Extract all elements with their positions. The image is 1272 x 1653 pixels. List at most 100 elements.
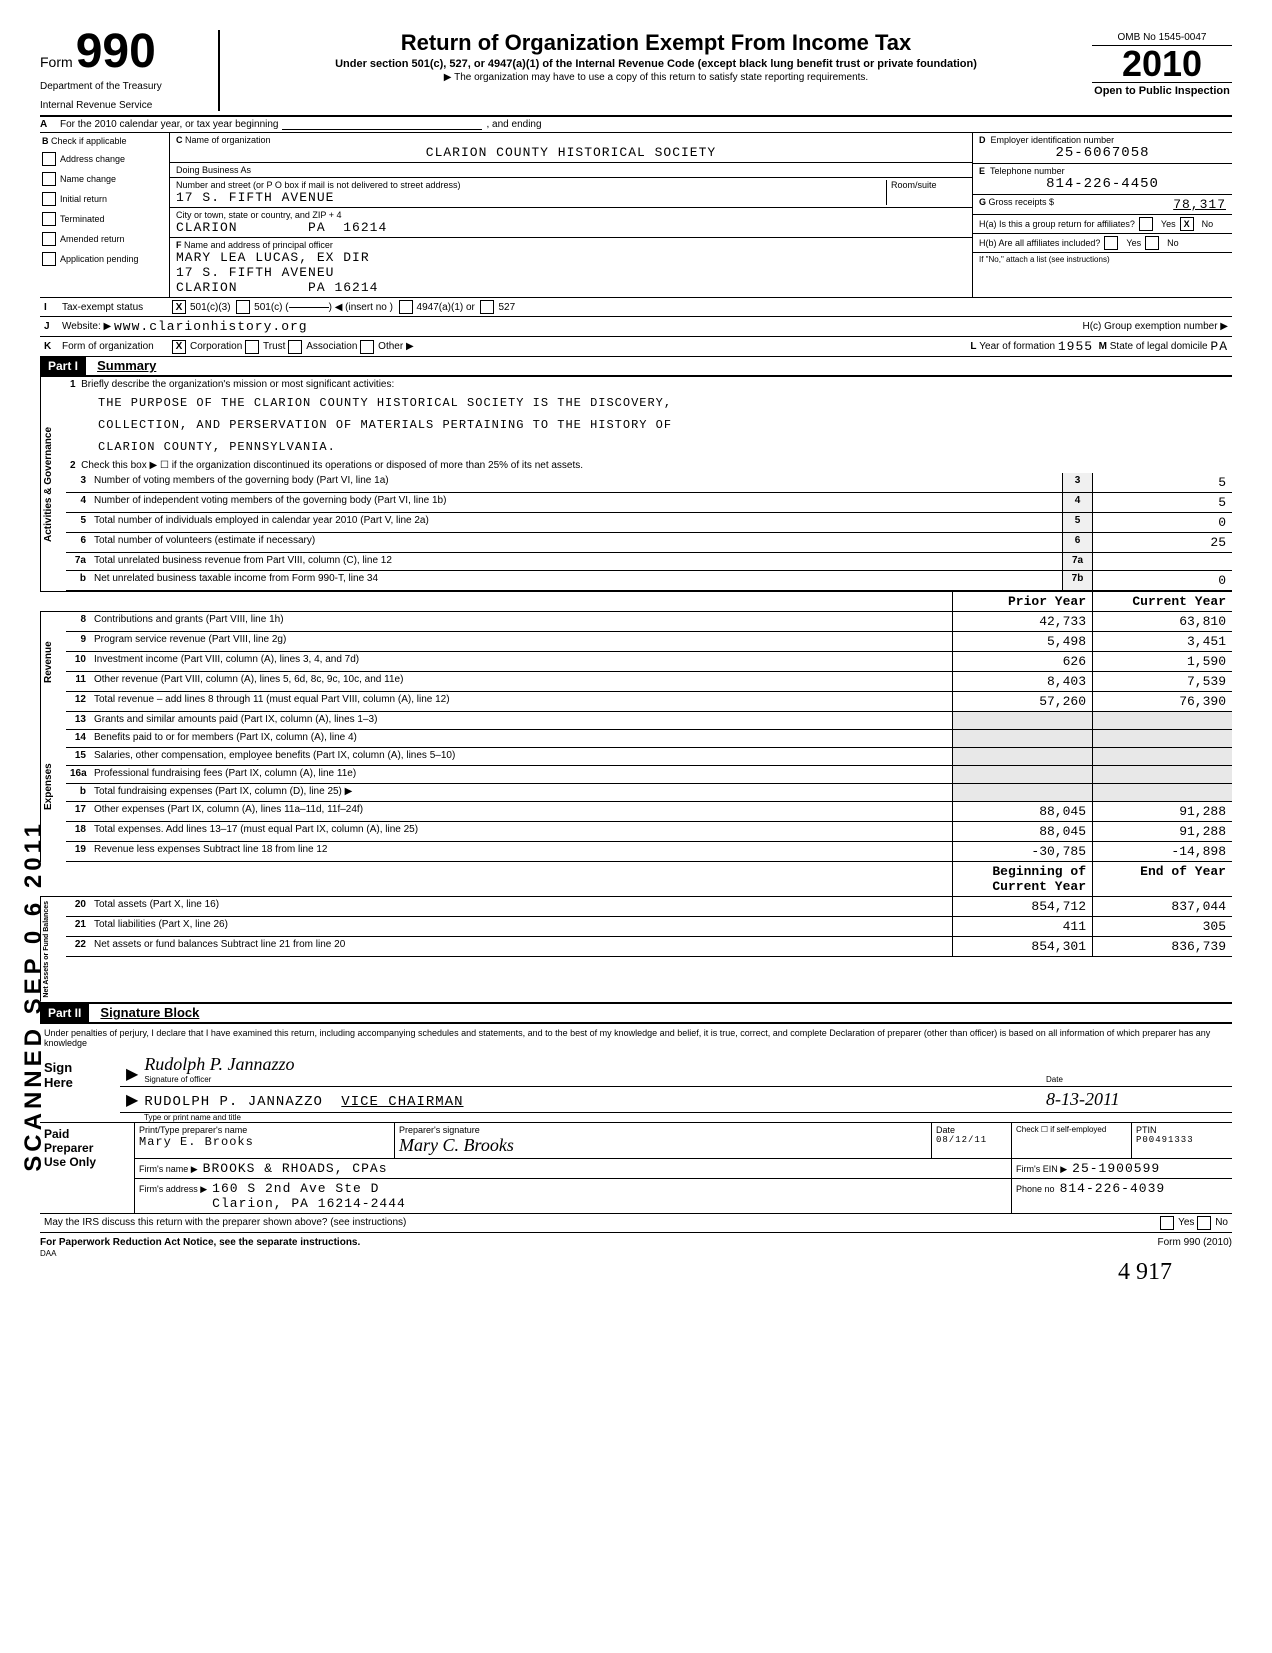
officer-signature: Rudolph P. Jannazzo: [144, 1054, 1046, 1075]
arrow-icon: ▶: [126, 1064, 138, 1084]
here-label: Here: [44, 1075, 116, 1090]
chk-ha-yes[interactable]: [1139, 217, 1153, 231]
label-j: J: [44, 321, 62, 332]
gross-value: 78,317: [1173, 197, 1226, 212]
zip: 16214: [343, 220, 387, 235]
phone-label: Telephone number: [990, 166, 1065, 176]
chk-hb-no[interactable]: [1145, 236, 1159, 250]
room-label: Room/suite: [891, 180, 966, 190]
state-domicile: PA: [1210, 339, 1228, 354]
net-line: 21Total liabilities (Part X, line 26)411…: [66, 917, 1232, 937]
revenue-line: 8Contributions and grants (Part VIII, li…: [66, 612, 1232, 632]
summary-line: bNet unrelated business taxable income f…: [66, 571, 1232, 591]
lbl-insert: ) ◀ (insert no ): [329, 302, 393, 313]
title-box: Return of Organization Exempt From Incom…: [220, 30, 1092, 83]
501c-insert[interactable]: [289, 307, 329, 308]
form-word: Form: [40, 54, 73, 70]
label-c: C: [176, 135, 183, 145]
lbl-501c3: 501(c)(3): [190, 302, 231, 313]
chk-terminated[interactable]: [42, 212, 56, 226]
ha-no: No: [1202, 219, 1214, 229]
chk-pending[interactable]: [42, 252, 56, 266]
net-line: 22Net assets or fund balances Subtract l…: [66, 937, 1232, 957]
summary-net: Net Assets or Fund Balances 20Total asse…: [40, 897, 1232, 1004]
chk-501c[interactable]: [236, 300, 250, 314]
hb-yes: Yes: [1126, 238, 1141, 248]
firm-label: Firm's name ▶: [139, 1164, 198, 1174]
officer-name: MARY LEA LUCAS, EX DIR: [176, 250, 966, 265]
form-number: 990: [76, 30, 156, 73]
city-label: City or town, state or country, and ZIP …: [176, 210, 966, 220]
label-b: B: [42, 136, 49, 146]
chk-corp[interactable]: X: [172, 340, 186, 354]
row-i: I Tax-exempt status X501(c)(3) 501(c) ( …: [40, 298, 1232, 317]
open-inspection: Open to Public Inspection: [1092, 82, 1232, 99]
mission-2: COLLECTION, AND PERSERVATION OF MATERIAL…: [66, 414, 1232, 436]
firm-phone: 814-226-4039: [1060, 1181, 1166, 1196]
ein-label: Employer identification number: [991, 135, 1115, 145]
label-l: L: [970, 341, 976, 352]
current-year-label: Current Year: [1092, 592, 1232, 611]
chk-name-change[interactable]: [42, 172, 56, 186]
part2-title: Signature Block: [100, 1005, 199, 1020]
officer-label: Name and address of principal officer: [184, 240, 333, 250]
hc-label: H(c) Group exemption number ▶: [1082, 321, 1228, 332]
lbl-other: Other ▶: [378, 341, 413, 352]
header-note: ▶ The organization may have to use a cop…: [230, 72, 1082, 83]
chk-initial-return[interactable]: [42, 192, 56, 206]
tax-year: 2010: [1092, 46, 1232, 82]
preparer-label: Preparer: [44, 1141, 130, 1155]
row-a-text2: , and ending: [486, 119, 541, 130]
main-title: Return of Organization Exempt From Incom…: [230, 30, 1082, 56]
begin-date-field[interactable]: [282, 119, 482, 130]
lbl-527: 527: [498, 302, 515, 313]
chk-trust[interactable]: [245, 340, 259, 354]
form-header: Form 990 Department of the Treasury Inte…: [40, 30, 1232, 117]
sig-officer-label: Signature of officer: [144, 1075, 1046, 1084]
chk-other[interactable]: [360, 340, 374, 354]
right-box: OMB No 1545-0047 2010 Open to Public Ins…: [1092, 30, 1232, 99]
gross-label: Gross receipts $: [989, 197, 1055, 207]
form-id-box: Form 990 Department of the Treasury Inte…: [40, 30, 220, 111]
expense-line: 16aProfessional fundraising fees (Part I…: [66, 766, 1232, 784]
chk-address-change[interactable]: [42, 152, 56, 166]
vtab-governance: Activities & Governance: [40, 377, 66, 591]
city: CLARION: [176, 220, 238, 235]
lbl-corp: Corporation: [190, 341, 242, 352]
h-note: If "No," attach a list (see instructions…: [973, 253, 1232, 266]
website-value: www.clarionhistory.org: [114, 319, 308, 334]
chk-ha-no[interactable]: X: [1180, 217, 1194, 231]
summary-governance: Activities & Governance 1 Briefly descri…: [40, 377, 1232, 591]
dept-irs: Internal Revenue Service: [40, 100, 210, 111]
firm-ein: 25-1900599: [1072, 1161, 1160, 1176]
declaration: Under penalties of perjury, I declare th…: [40, 1024, 1232, 1052]
label-e: E: [979, 166, 985, 176]
chk-amended[interactable]: [42, 232, 56, 246]
daa: DAA: [40, 1249, 56, 1258]
chk-527[interactable]: [480, 300, 494, 314]
sign-label: Sign: [44, 1060, 116, 1075]
begin-year-label: Beginning of Current Year: [952, 862, 1092, 896]
chk-501c3[interactable]: X: [172, 300, 186, 314]
label-i: I: [44, 302, 62, 313]
prep-name: Mary E. Brooks: [139, 1135, 390, 1149]
chk-discuss-yes[interactable]: [1160, 1216, 1174, 1230]
ha-label: H(a) Is this a group return for affiliat…: [979, 219, 1135, 229]
chk-4947[interactable]: [399, 300, 413, 314]
prep-sig-label: Preparer's signature: [399, 1125, 927, 1135]
firm-addr-label: Firm's address ▶: [139, 1184, 207, 1194]
prior-current-header: Prior Year Current Year: [40, 591, 1232, 612]
summary-line: 6Total number of volunteers (estimate if…: [66, 533, 1232, 553]
label-k: K: [44, 341, 62, 352]
subtitle: Under section 501(c), 527, or 4947(a)(1)…: [230, 58, 1082, 70]
chk-hb-yes[interactable]: [1104, 236, 1118, 250]
label-f: F: [176, 240, 182, 250]
officer-typed-name: RUDOLPH P. JANNAZZO: [144, 1094, 323, 1110]
revenue-line: 9Program service revenue (Part VIII, lin…: [66, 632, 1232, 652]
firm-phone-label: Phone no: [1016, 1184, 1055, 1194]
vtab-revenue: Revenue: [40, 612, 66, 712]
row-a: A For the 2010 calendar year, or tax yea…: [40, 117, 1232, 133]
chk-discuss-no[interactable]: [1197, 1216, 1211, 1230]
chk-assoc[interactable]: [288, 340, 302, 354]
hb-label: H(b) Are all affiliates included?: [979, 238, 1100, 248]
